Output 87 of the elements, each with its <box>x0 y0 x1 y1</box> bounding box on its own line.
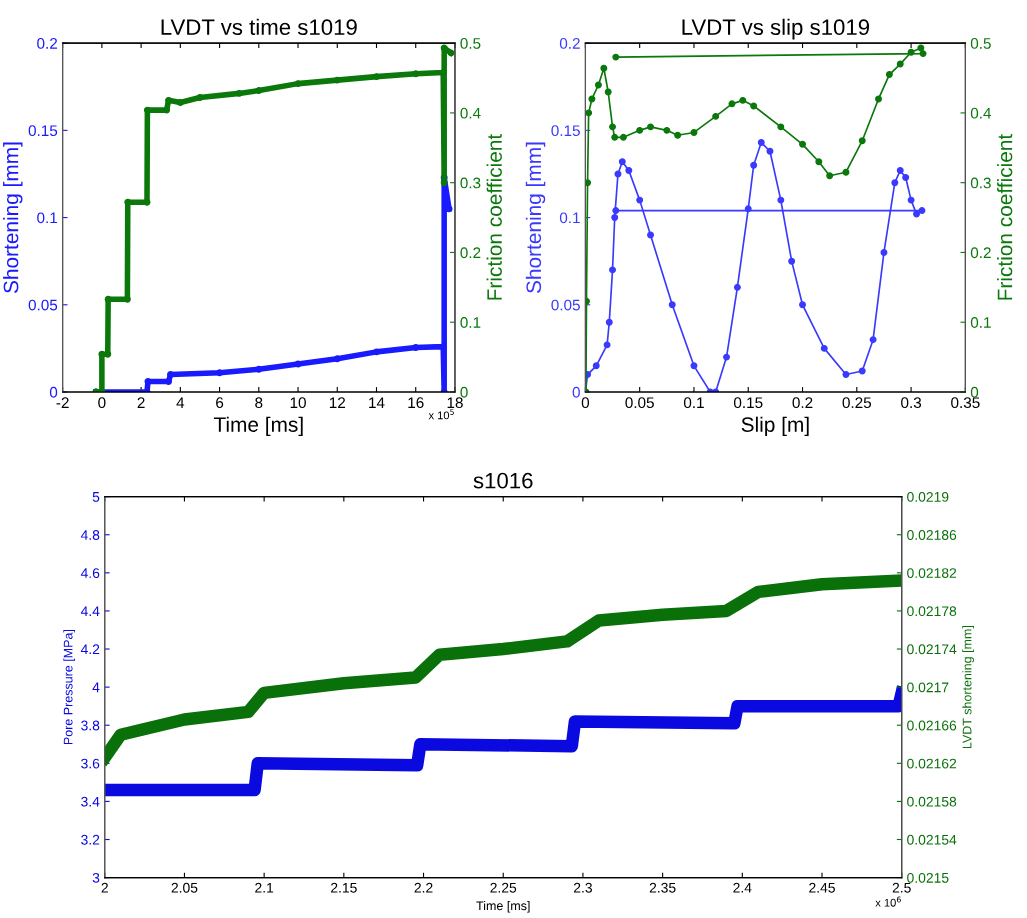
y-tick-label: 0 <box>49 386 58 398</box>
y2-tick-label: 0.02166 <box>907 720 957 731</box>
y-tick-label: 4.2 <box>80 644 100 655</box>
y2-axis-title: LVDT shortening [mm] <box>962 626 974 749</box>
x-tick-label: -2 <box>56 397 69 408</box>
y-tick-label: 0.2 <box>559 38 580 49</box>
x-tick-label: 2.25 <box>490 882 517 893</box>
chart-title: s1016 <box>473 472 533 489</box>
x-tick-label: 2.3 <box>573 882 592 893</box>
text: x 10$^{6}$ <box>875 896 901 907</box>
y2-tick-label: 0.02158 <box>907 796 957 807</box>
y2-tick-label: 0.02182 <box>907 568 957 578</box>
y-axis-title: Shortening [mm] <box>525 142 546 294</box>
x-tick-label: 0 <box>581 397 590 409</box>
x-tick-label: 0.05 <box>625 397 654 409</box>
y2-tick-label: 0.4 <box>970 107 992 119</box>
x-tick-label: 2 <box>137 397 145 408</box>
y2-tick-label: 0.2 <box>970 247 991 259</box>
x-tick-label: 2.4 <box>733 882 752 893</box>
y-axis-title: Shortening [mm] <box>3 142 23 294</box>
y2-tick-label: 0.5 <box>460 38 481 49</box>
y-tick-label: 0.15 <box>28 125 58 137</box>
y-tick-label: 4.6 <box>80 568 100 578</box>
y-tick-label: 3.6 <box>81 758 100 769</box>
x-tick-label: 8 <box>255 397 263 409</box>
y2-tick-label: 0.02174 <box>907 644 957 655</box>
x-tick-label: 2.2 <box>414 882 433 893</box>
x-tick-label: 0.35 <box>951 397 980 409</box>
y-tick-label: 4.4 <box>80 606 100 616</box>
chart-title: LVDT vs slip s1019 <box>682 18 870 40</box>
y-tick-label: 0.05 <box>551 299 580 311</box>
y2-tick-label: 0.0217 <box>907 682 949 693</box>
y2-tick-label: 0.2 <box>460 247 481 259</box>
y2-tick-label: 0 <box>970 386 979 398</box>
x-tick-label: 16 <box>408 397 424 409</box>
y-tick-label: 4.8 <box>80 530 100 540</box>
x-tick-label: 0.25 <box>842 397 872 409</box>
x-tick-label: 12 <box>329 397 345 408</box>
x-tick-label: 2.45 <box>809 882 835 893</box>
y-tick-label: 3.4 <box>81 796 100 807</box>
x-tick-label: 18 <box>447 397 463 409</box>
y2-axis-title: Friction coefficient <box>486 133 502 300</box>
y-tick-label: 3.2 <box>81 834 100 845</box>
y2-tick-label: 0 <box>460 386 468 398</box>
x-tick-label: 2.05 <box>171 882 198 893</box>
y2-tick-label: 0.3 <box>970 177 991 189</box>
y-tick-label: 0.05 <box>28 299 58 311</box>
y2-axis-title: Friction coefficient <box>997 133 1013 300</box>
y-tick-label: 0.1 <box>37 212 58 224</box>
y-tick-label: 3 <box>92 872 100 883</box>
y-tick-label: 0.2 <box>37 38 58 49</box>
x-tick-label: 0.15 <box>733 397 763 409</box>
x-tick-label: 0.2 <box>792 397 813 409</box>
x-tick-label: 2.35 <box>649 882 676 893</box>
y2-tick-label: 0.5 <box>970 38 991 49</box>
x-axis-title: Time [ms] <box>213 416 303 437</box>
y2-tick-label: 0.02162 <box>907 758 957 769</box>
x-tick-label: 2.1 <box>255 882 274 893</box>
x-axis-title: Slip [m] <box>741 416 809 437</box>
x-tick-label: 14 <box>369 397 385 408</box>
x-tick-label: 6 <box>216 397 224 409</box>
y-tick-label: 0.1 <box>559 212 580 224</box>
y2-tick-label: 0.1 <box>970 317 991 328</box>
y-tick-label: 5 <box>92 492 100 502</box>
x-tick-label: 2.5 <box>892 882 911 893</box>
y2-tick-label: 0.0215 <box>907 872 949 883</box>
x-tick-label: 0.1 <box>683 397 704 409</box>
y2-tick-label: 0.4 <box>460 107 481 119</box>
x-tick-label: 4 <box>176 397 185 408</box>
chart-title: LVDT vs time s1019 <box>161 18 357 36</box>
y-tick-label: 3.8 <box>81 720 100 731</box>
y-tick-label: 4 <box>92 682 100 693</box>
y-tick-label: 0 <box>572 386 580 398</box>
x-axis-title: Time [ms] <box>476 900 530 913</box>
x-tick-label: 2.15 <box>331 882 357 893</box>
y2-tick-label: 0.02186 <box>907 530 957 540</box>
y2-tick-label: 0.02178 <box>907 606 957 617</box>
y2-tick-label: 0.1 <box>460 317 481 328</box>
x-tick-label: 2 <box>101 882 108 893</box>
text: x 10$^{5}$ <box>428 409 454 420</box>
y-axis-title: Pore Pressure [MPa] <box>63 630 76 745</box>
x-tick-label: 10 <box>290 397 306 409</box>
x-tick-label: 0.3 <box>901 397 922 409</box>
y2-tick-label: 0.02154 <box>907 834 957 845</box>
y-tick-label: 0.15 <box>551 125 580 137</box>
y2-tick-label: 0.3 <box>460 177 481 189</box>
y2-tick-label: 0.0219 <box>907 491 949 502</box>
